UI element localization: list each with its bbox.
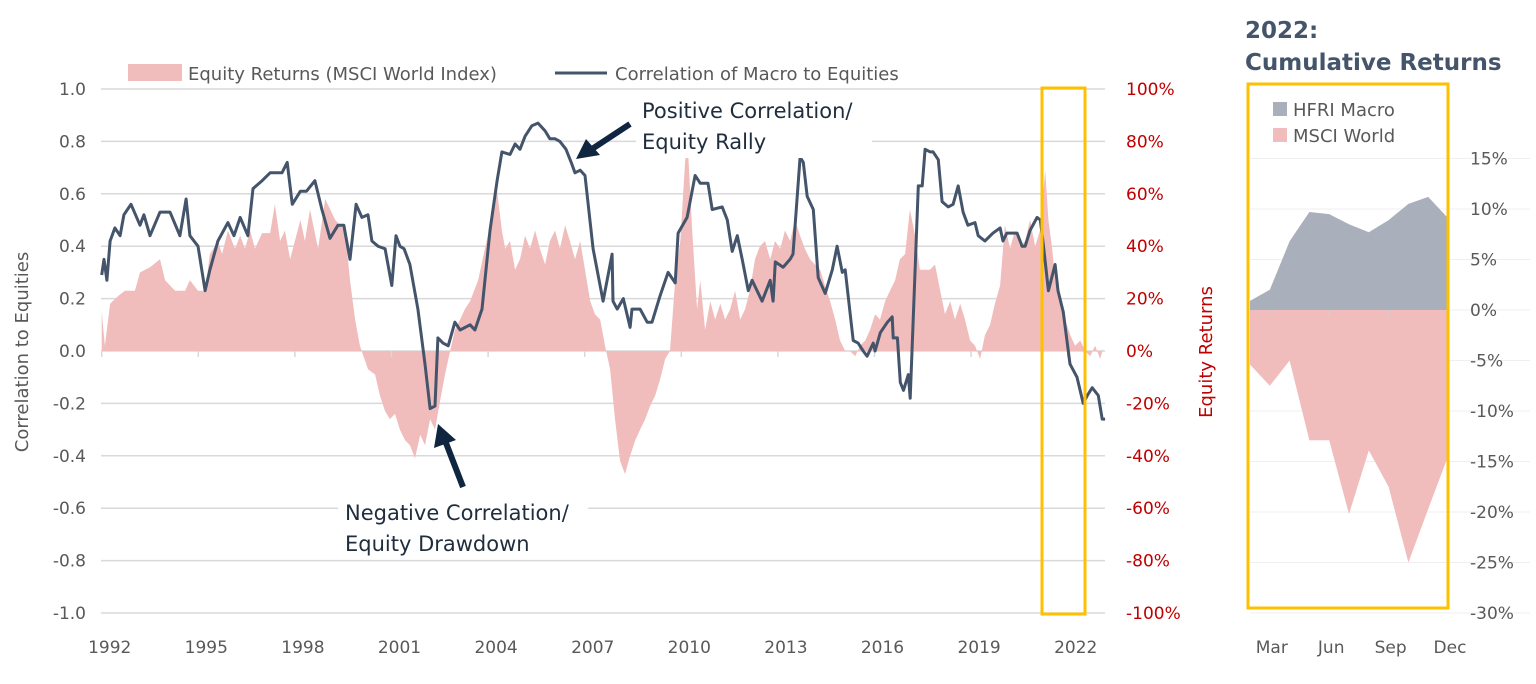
right-chart-tick-label: -30% [1470,604,1514,624]
right-chart-tick-label: -15% [1470,453,1514,473]
x-tick-label: 2001 [378,638,421,658]
right-tick-label: -40% [1126,447,1170,467]
right-chart-title-line1: 2022: [1245,18,1318,44]
annotation-positive-line1: Positive Correlation/ [642,99,853,123]
x-tick-label: 2013 [764,638,807,658]
highlight-2022-box [1040,86,1087,616]
right-chart-tick-label: -10% [1470,402,1514,422]
left-tick-label: 1.0 [59,80,86,100]
right-tick-label: -60% [1126,499,1170,519]
right-tick-label: 40% [1126,237,1164,257]
legend-label-hfri: HFRI Macro [1293,100,1395,121]
left-tick-label: 0.6 [59,185,86,205]
right-chart-tick-label: -20% [1470,503,1514,523]
legend-label-msci: MSCI World [1293,126,1395,147]
x-tick-label: 2022 [1054,638,1097,658]
x-axis-labels: 1992 1995 1998 2001 2004 2007 2010 2013 2016 2019… [88,638,1097,658]
right-chart-x-label: Mar [1256,638,1288,658]
right-tick-label: 100% [1126,80,1175,100]
x-tick-label: 2004 [474,638,517,658]
annotation-negative-line2: Equity Drawdown [345,532,530,556]
left-axis-labels: 1.0 0.8 0.6 0.4 0.2 0.0 -0.2 -0.4 -0.6 -0.8 -1.0 [53,80,86,624]
left-axis-title: Correlation to Equities [12,252,33,453]
right-chart-tick-label: 15% [1470,150,1508,170]
x-tick-label: 1992 [88,638,131,658]
hfri-macro-area [1250,196,1448,310]
correlation-line [100,121,1106,421]
x-tick-label: 2019 [957,638,1000,658]
left-tick-label: 0.2 [59,290,86,310]
right-tick-label: 20% [1126,290,1164,310]
arrow-positive-icon [576,121,632,159]
right-chart-x-label: Sep [1375,638,1407,658]
right-tick-label: 80% [1126,132,1164,152]
right-chart-y-labels: 15% 10% 5% 0% -5% -10% -15% -20% -25% -30% [1470,150,1514,625]
main-x-ticks [100,351,1069,357]
annotation-negative-line1: Negative Correlation/ [345,501,570,525]
right-chart-tick-label: 10% [1470,200,1508,220]
right-chart-tick-label: 0% [1470,301,1497,321]
left-tick-label: -0.8 [53,552,86,572]
right-tick-label: 0% [1126,342,1153,362]
annotation-positive-line2: Equity Rally [642,130,766,154]
right-chart-x-label: Jun [1317,638,1345,658]
legend-swatch-msci [1273,128,1287,142]
x-tick-label: 2010 [668,638,711,658]
main-legend: Equity Returns (MSCI World Index) Correl… [128,64,899,85]
right-legend: HFRI Macro MSCI World [1273,100,1395,147]
right-axis-labels: 100% 80% 60% 40% 20% 0% -20% -40% -60% -80% -100% [1126,80,1181,624]
x-tick-label: 1998 [281,638,324,658]
left-tick-label: -1.0 [53,604,86,624]
arrow-negative-icon [434,424,466,489]
right-tick-label: -80% [1126,552,1170,572]
x-tick-label: 1995 [185,638,228,658]
left-tick-label: 0.4 [59,237,86,257]
right-chart-tick-label: -25% [1470,554,1514,574]
legend-label-equity-returns: Equity Returns (MSCI World Index) [188,64,497,85]
left-tick-label: -0.4 [53,447,86,467]
right-x-ticks [1269,310,1390,316]
left-tick-label: 0.8 [59,132,86,152]
x-tick-label: 2016 [861,638,904,658]
right-chart-title-line2: Cumulative Returns [1245,50,1502,76]
legend-label-correlation: Correlation of Macro to Equities [615,64,899,85]
right-tick-label: -100% [1126,604,1181,624]
equity-returns-area [101,151,1104,475]
x-tick-label: 2007 [571,638,614,658]
right-chart-tick-label: -5% [1470,352,1503,372]
right-axis-title: Equity Returns [1196,286,1217,418]
left-tick-label: -0.6 [53,499,86,519]
msci-world-area [1250,310,1448,563]
left-tick-label: -0.2 [53,394,86,414]
right-chart-tick-label: 5% [1470,251,1497,271]
annotation-bg-negative [338,493,588,559]
left-tick-label: 0.0 [59,342,86,362]
legend-swatch-hfri [1273,102,1287,116]
annotation-bg-positive [636,94,872,158]
right-chart-x-label: Dec [1434,638,1467,658]
right-chart-x-labels: Mar Jun Sep Dec [1256,638,1467,658]
right-tick-label: 60% [1126,185,1164,205]
legend-swatch-equity-returns [128,64,182,81]
right-highlight-box [1246,82,1450,610]
right-tick-label: -20% [1126,394,1170,414]
